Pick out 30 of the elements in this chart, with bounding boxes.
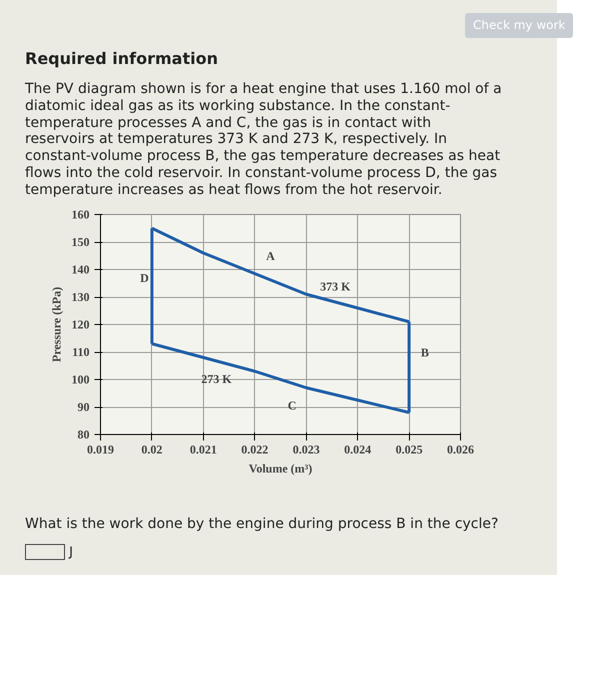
y-tick-label: 130 (72, 290, 90, 304)
y-tick-label: 90 (78, 400, 90, 414)
text: Check my work (473, 17, 566, 34)
annotation: 273 K (201, 372, 232, 386)
x-tick-label: 0.021 (190, 442, 217, 456)
x-tick-label: 0.026 (447, 442, 474, 456)
annotation: D (140, 270, 150, 284)
chart-title: Required information (25, 48, 218, 70)
x-tick-label: 0.023 (292, 442, 320, 456)
x-tick-label: 0.025 (396, 442, 423, 456)
annotation: C (288, 398, 296, 412)
y-tick-label: 110 (72, 344, 90, 359)
annotation: 373 K (320, 279, 352, 294)
y-tick-label: 120 (72, 317, 90, 332)
x-axis-title: Volume (m³) (248, 461, 312, 476)
y-tick-label: 80 (78, 427, 90, 442)
annotation: A (266, 248, 276, 262)
y-axis-title: Pressure (kPa) (50, 286, 64, 362)
y-tick-label: 100 (72, 372, 90, 386)
x-tick-label: 0.019 (87, 442, 114, 456)
y-tick-label: 150 (72, 234, 90, 249)
y-tick-label: 160 (72, 207, 90, 222)
annotation: B (420, 345, 429, 360)
x-tick-label: 0.022 (241, 442, 268, 456)
y-tick-label: 140 (72, 262, 90, 276)
text: J (68, 544, 73, 562)
x-tick-label: 0.024 (344, 442, 372, 456)
chart-subtitle: The PV diagram shown is for a heat engine that uses 1.160 mol of a diatomic ideal gas as its working substance. In the constant-temperature processes A and C, the gas is in contact with reservoirs at temperatures 373 K and 273 K, respectively. In constant-volume process B, the gas temperature decreases as heat flows into the cold reservoir. In constant-volume process D, the gas temperature increases as heat flows from the hot reservoir. (25, 80, 503, 199)
x-tick-label: 0.02 (141, 442, 162, 456)
text: What is the work done by the engine during process B in the cycle? (25, 514, 498, 534)
